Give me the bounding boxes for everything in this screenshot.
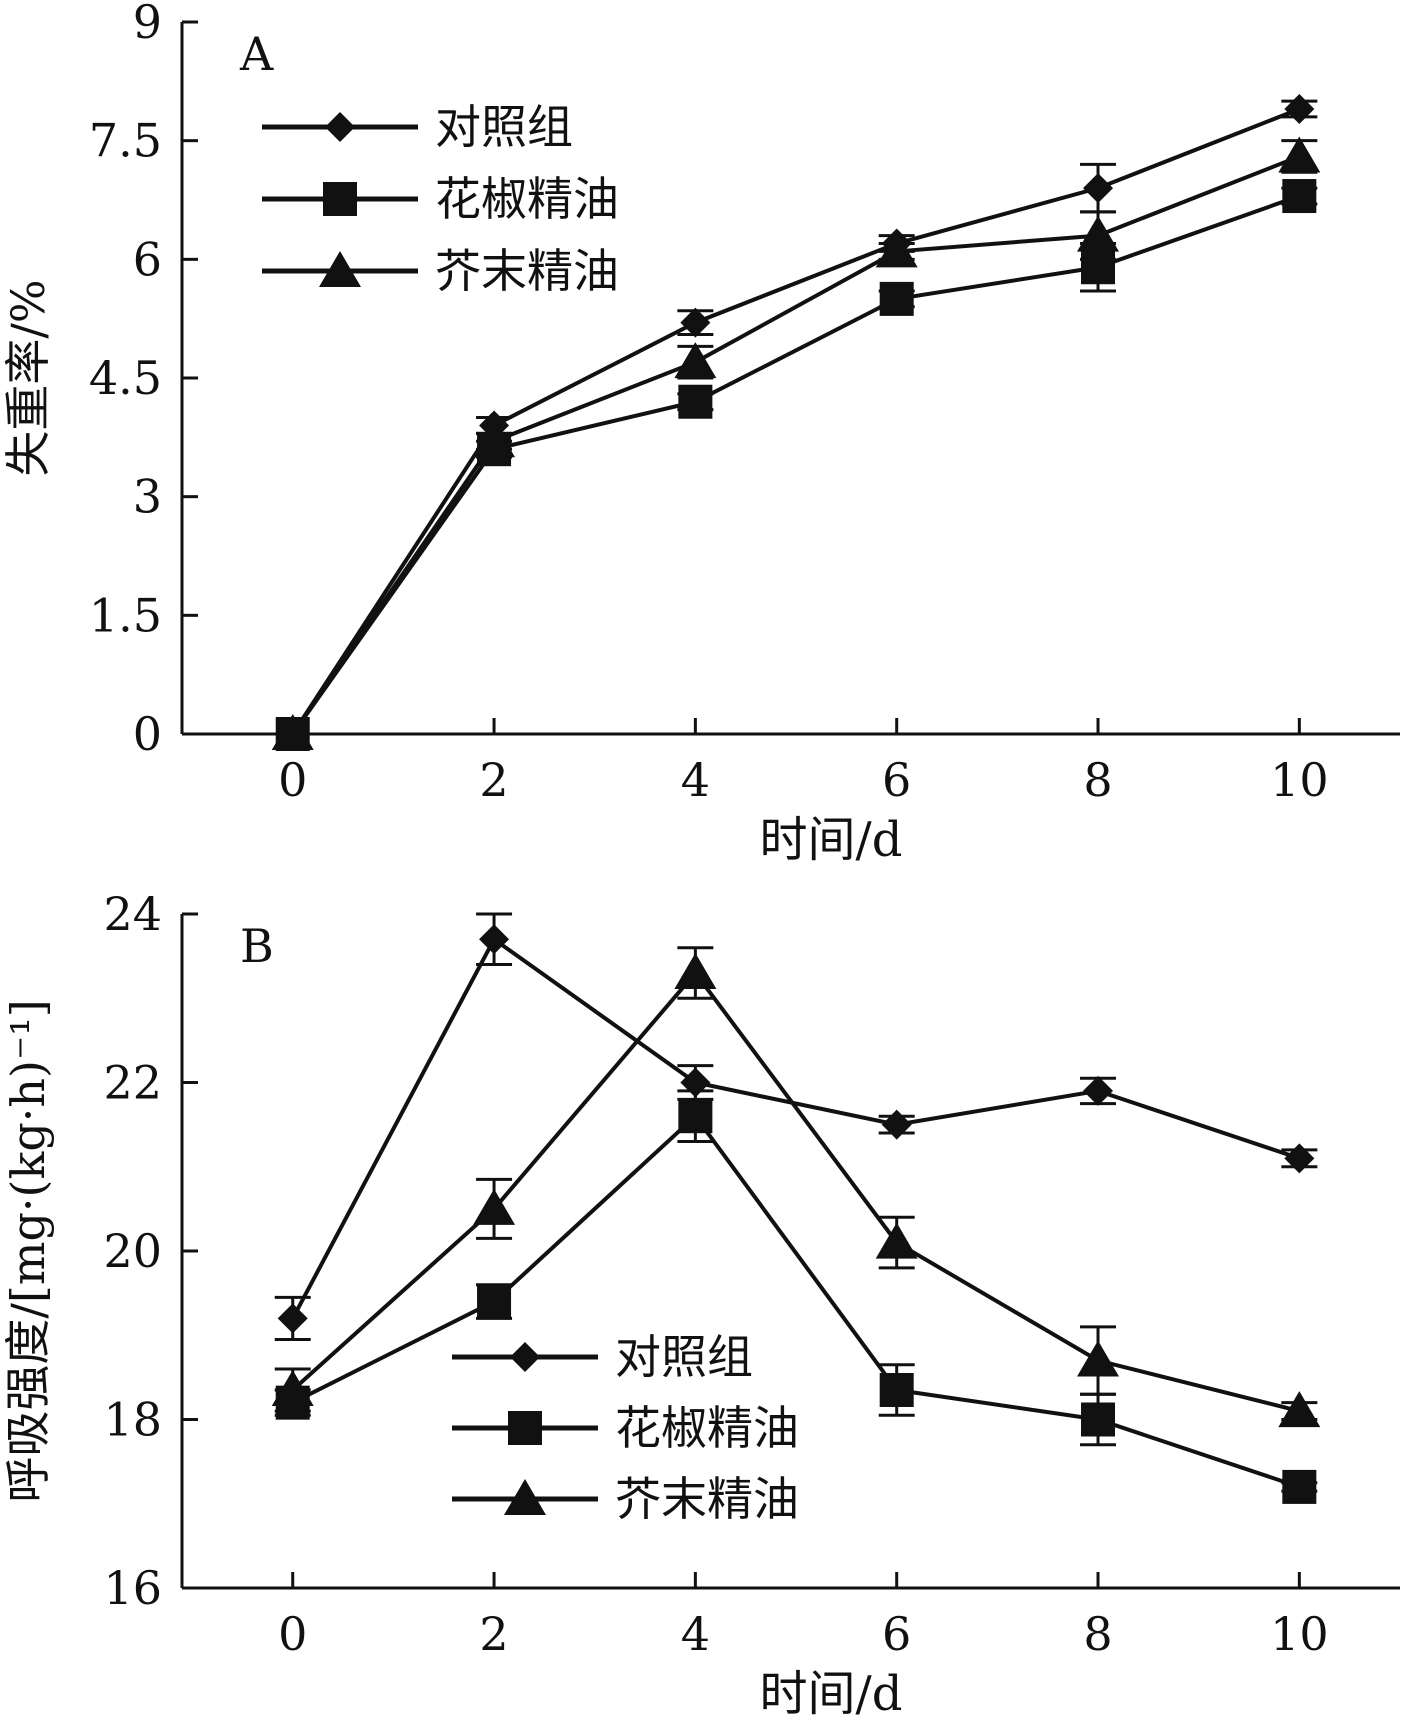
panel-label: B (240, 919, 274, 973)
x-tick-label: 10 (1270, 753, 1329, 807)
legend-item: 芥末精油 (262, 244, 619, 298)
series-line (291, 154, 1301, 736)
y-axis-title: 呼吸强度/[mg·(kg·h)⁻¹] (1, 999, 55, 1502)
y-tick-label: 16 (103, 1561, 162, 1615)
y-tick-label: 18 (103, 1393, 162, 1447)
y-tick-label: 24 (103, 887, 162, 941)
x-tick-label: 4 (681, 753, 710, 807)
y-tick-label: 1.5 (89, 588, 162, 642)
panel-label: A (239, 27, 274, 81)
y-tick-label: 7.5 (89, 114, 162, 168)
legend-label: 花椒精油 (615, 1401, 799, 1455)
data-point-diamond (1284, 1143, 1315, 1174)
series-diamond (274, 912, 1318, 1341)
x-tick-label: 2 (479, 753, 508, 807)
legend-label: 芥末精油 (435, 244, 619, 298)
data-point-square (879, 1373, 914, 1408)
x-tick-label: 8 (1083, 1607, 1112, 1661)
legend-marker-square (508, 1411, 542, 1445)
data-point-square (678, 1099, 713, 1134)
data-point-square (1282, 179, 1317, 214)
x-axis-title: 时间/d (760, 1666, 903, 1717)
legend-marker-triangle (504, 1479, 546, 1515)
series-line (291, 1113, 1300, 1489)
legend-marker-diamond (510, 1342, 540, 1372)
legend-item: 花椒精油 (452, 1401, 799, 1455)
legend-marker-diamond (325, 112, 355, 142)
series-line (291, 107, 1301, 736)
x-tick-label: 8 (1083, 753, 1112, 807)
series-diamond (277, 94, 1318, 749)
data-point-diamond (277, 1303, 308, 1334)
data-point-diamond (1083, 1075, 1114, 1106)
legend-item: 对照组 (452, 1330, 753, 1384)
data-point-square (879, 281, 914, 316)
series-square (275, 179, 1318, 751)
data-point-triangle (271, 714, 314, 750)
legend-label: 对照组 (435, 100, 573, 154)
series-triangle (271, 946, 1321, 1428)
legend-label: 对照组 (615, 1330, 753, 1384)
data-point-diamond (479, 924, 510, 955)
data-point-triangle (473, 421, 516, 458)
legend-label: 芥末精油 (615, 1472, 799, 1526)
data-point-triangle (1077, 215, 1120, 252)
x-tick-label: 6 (882, 753, 911, 807)
data-point-diamond (1284, 94, 1315, 125)
data-point-triangle (875, 231, 918, 268)
y-tick-label: 22 (103, 1056, 162, 1110)
series-triangle (271, 136, 1321, 750)
legend-marker-triangle (319, 251, 361, 287)
legend-item: 对照组 (262, 100, 573, 154)
y-tick-label: 20 (103, 1224, 162, 1278)
x-tick-label: 10 (1270, 1607, 1329, 1661)
x-tick-label: 0 (278, 753, 307, 807)
data-point-diamond (680, 307, 711, 338)
data-point-triangle (1278, 136, 1321, 173)
panel-A: 0 1.5 3 4.5 6 7.5 9 0 2 4 6 8 10 时间/d 失重率/% A 对照组花椒精油芥末精… (1, 0, 1400, 868)
y-tick-label: 0 (133, 707, 162, 761)
data-point-square (678, 384, 713, 419)
y-tick-label: 6 (133, 232, 162, 286)
data-point-square (1282, 1469, 1317, 1504)
y-axis-title: 失重率/% (1, 279, 55, 476)
data-point-square (477, 1284, 512, 1319)
data-point-diamond (1083, 173, 1114, 204)
y-tick-label: 3 (133, 470, 162, 524)
x-tick-label: 2 (479, 1607, 508, 1661)
y-tick-label: 9 (133, 0, 162, 49)
x-axis-title: 时间/d (760, 812, 903, 868)
data-point-square (1081, 1402, 1116, 1437)
data-point-triangle (271, 1370, 314, 1407)
x-tick-label: 0 (278, 1607, 307, 1661)
x-tick-label: 6 (882, 1607, 911, 1661)
legend-item: 芥末精油 (452, 1472, 799, 1526)
x-tick-label: 4 (681, 1607, 710, 1661)
data-point-triangle (473, 1188, 516, 1225)
data-point-triangle (1278, 1391, 1321, 1428)
legend-marker-square (323, 182, 357, 216)
data-point-triangle (875, 1222, 918, 1259)
series-line (291, 969, 1300, 1414)
legend-item: 花椒精油 (262, 172, 619, 226)
data-point-triangle (674, 342, 717, 379)
data-point-diamond (881, 1109, 912, 1140)
series-line (291, 194, 1301, 736)
series-line (290, 936, 1300, 1320)
legend-label: 花椒精油 (435, 172, 619, 226)
y-tick-label: 4.5 (89, 351, 162, 405)
data-point-triangle (1077, 1340, 1120, 1377)
data-point-triangle (674, 952, 717, 989)
